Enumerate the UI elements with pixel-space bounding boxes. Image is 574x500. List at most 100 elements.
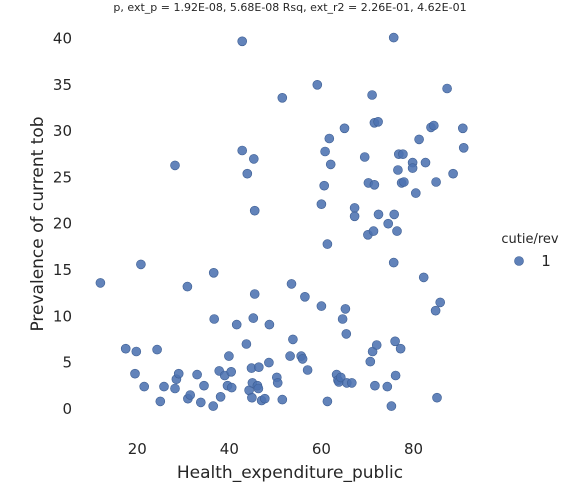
data-point (173, 368, 184, 379)
data-point (316, 199, 327, 209)
data-point (95, 278, 106, 288)
data-point (370, 380, 380, 391)
y-tick-label: 0 (62, 400, 72, 418)
y-tick-label: 10 (53, 307, 72, 325)
data-point (199, 380, 209, 391)
x-tick-label: 60 (312, 440, 331, 458)
data-point (365, 356, 376, 367)
data-point (349, 203, 360, 213)
data-point (319, 180, 330, 191)
data-point (208, 267, 219, 278)
data-point (159, 381, 169, 392)
data-point (388, 257, 399, 268)
legend-entry-label: 1 (541, 252, 551, 270)
data-point (382, 381, 393, 392)
y-axis-ticks: 0 5 10 15 20 25 30 35 40 (53, 30, 72, 418)
data-point (226, 382, 237, 393)
data-point (325, 159, 336, 170)
data-point (272, 378, 283, 388)
y-tick-label: 35 (53, 76, 72, 94)
data-point (185, 390, 195, 400)
data-point (367, 90, 377, 100)
data-point (130, 368, 140, 379)
data-point (383, 218, 394, 229)
data-point (458, 143, 469, 153)
data-point (369, 180, 380, 190)
legend-marker (514, 256, 524, 266)
data-point (302, 365, 313, 375)
y-tick-label: 5 (62, 354, 72, 372)
data-point (420, 157, 431, 168)
data-point (398, 149, 408, 159)
data-point (241, 339, 252, 349)
data-point (435, 297, 446, 308)
data-point (170, 160, 180, 171)
y-tick-label: 40 (53, 30, 72, 48)
data-point (237, 36, 247, 47)
data-point (335, 372, 346, 383)
data-point (457, 123, 468, 134)
data-point (395, 343, 406, 354)
data-point (170, 383, 180, 394)
data-point (286, 279, 297, 289)
data-point (196, 397, 206, 408)
data-point (152, 344, 162, 355)
data-point (285, 351, 295, 361)
data-point (249, 154, 259, 164)
data-point (339, 123, 350, 134)
data-point (399, 177, 409, 187)
data-point (192, 369, 202, 380)
data-point (442, 83, 452, 94)
data-point (297, 354, 308, 364)
data-point (410, 188, 421, 198)
data-point (340, 304, 351, 314)
data-point (368, 226, 379, 236)
data-point (349, 211, 360, 222)
y-axis-label: Prevalence of current tob (28, 116, 48, 331)
data-point (346, 378, 357, 388)
data-point (248, 313, 259, 323)
data-point (139, 381, 149, 392)
data-point (249, 289, 260, 299)
data-point (389, 209, 400, 220)
legend-title: cutie/rev (501, 232, 559, 247)
legend: cutie/rev 1 (501, 232, 559, 270)
data-point (428, 120, 439, 131)
data-point (253, 383, 264, 394)
x-tick-label: 80 (404, 440, 423, 458)
data-point (136, 259, 146, 270)
data-point (277, 93, 288, 103)
data-point (259, 393, 270, 404)
data-point (312, 80, 323, 90)
data-point (386, 401, 397, 411)
data-point (288, 334, 298, 345)
data-point (431, 177, 441, 187)
data-point (414, 134, 424, 145)
data-point (208, 401, 218, 411)
data-point (277, 394, 288, 405)
x-tick-label: 40 (220, 440, 239, 458)
data-point (249, 205, 260, 216)
y-tick-label: 15 (53, 261, 72, 279)
data-point (407, 163, 418, 173)
data-points (95, 32, 469, 411)
data-point (337, 314, 348, 324)
data-point (430, 305, 441, 316)
data-point (237, 145, 247, 156)
data-point (320, 146, 330, 157)
data-point (209, 314, 219, 324)
data-point (300, 291, 310, 302)
data-point (390, 336, 400, 347)
data-point (253, 362, 264, 373)
chart-title: p, ext_p = 1.92E-08, 5.68E-08 Rsq, ext_r… (113, 1, 466, 14)
y-tick-label: 20 (53, 215, 72, 233)
data-point (324, 133, 335, 144)
data-point (373, 209, 384, 220)
data-point (155, 396, 166, 407)
data-point (120, 343, 131, 354)
data-point (388, 32, 399, 43)
data-point (131, 346, 142, 357)
data-point (390, 370, 401, 381)
data-point (393, 165, 403, 175)
